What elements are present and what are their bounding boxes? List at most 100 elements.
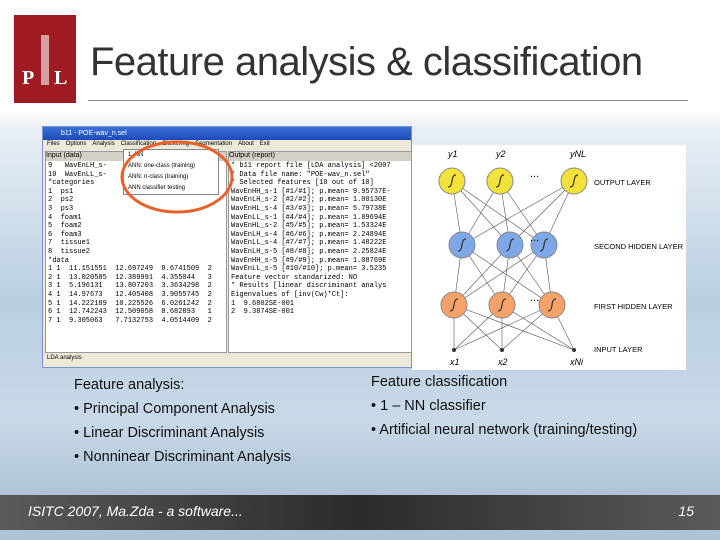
connection: [461, 244, 553, 306]
code-line: 10 WavEnLL_s-: [48, 170, 107, 179]
code-line: WavEnHL_s-4 [#3/#3]; p.mean= 5.79738E: [231, 204, 387, 213]
logo: P L: [14, 15, 76, 103]
code-line: WavEnLH_s-4 [#6/#6]; p.mean= 2.24894E: [231, 230, 387, 239]
ellipsis: ...: [530, 168, 539, 180]
input-label: x1: [449, 357, 460, 367]
code-line: 5 foam2: [48, 222, 82, 231]
layer-label: OUTPUT LAYER: [594, 178, 651, 187]
footer: ISITC 2007, Ma.Zda - a software... 15: [0, 495, 720, 530]
menu-item[interactable]: Files: [47, 141, 60, 147]
code-line: Eigenvalues of [inv(Cw)*Ct]:: [231, 290, 349, 299]
code-line: 7 tissue1: [48, 239, 91, 248]
menu-bar: Files Options Analysis Classification Cluste…: [47, 141, 270, 147]
connection: [453, 304, 553, 351]
neuron-symbol: [447, 174, 457, 188]
dropdown-item[interactable]: ANN classifier testing: [128, 185, 186, 191]
list-item: • Linear Discriminant Analysis: [74, 425, 265, 441]
left-text: Feature analysis: • Principal Component …: [74, 373, 291, 469]
app-window: b11 - POE-wav_n.sel Files Options Analysis…: [42, 126, 412, 368]
code-line: WavEnHH_s-5 [#9/#9]; p.mean= 1.08769E: [231, 256, 387, 265]
output-label: yNL: [569, 149, 586, 159]
logo-lamp: [41, 35, 49, 85]
code-line: * Data file name: "POE-wav_n.sel": [231, 170, 370, 179]
menu-item[interactable]: Classification: [120, 141, 157, 147]
code-line: WavEnLL_s-4 [#7/#7]; p.mean= 1.48222E: [231, 239, 387, 248]
list-item: • Principal Component Analysis: [74, 401, 275, 417]
code-line: 1 9.6802SE-001: [231, 299, 295, 308]
code-line: *categories: [48, 179, 95, 188]
code-line: WavEnLH_s-2 [#2/#2]; p.mean= 1.00130E: [231, 196, 387, 205]
code-line: 2 1 13.020585 12.389991 4.355044 3: [48, 273, 212, 282]
output-label: y1: [447, 149, 458, 159]
layer-label: FIRST HIDDEN LAYER: [594, 302, 673, 311]
code-line: WavEnLL_s-1 [#4/#4]; p.mean= 1.89694E: [231, 213, 387, 222]
output-label: y2: [495, 149, 506, 159]
neuron-symbol: [497, 298, 507, 312]
highlight: [37, 137, 237, 215]
menu-item[interactable]: Options: [65, 141, 87, 147]
output-lines: * b11 report file [LDA analysis] <2007 * …: [231, 162, 391, 317]
footer-text: ISITC 2007, Ma.Zda - a software...: [28, 503, 243, 519]
code-line: WavEnLH_s-5 [#8/#8]; p.mean= 2.25824E: [231, 247, 387, 256]
code-line: 2 9.3874SE-001: [231, 308, 295, 317]
panel-title: Output (report): [229, 152, 411, 161]
neuron-symbol: [539, 238, 549, 252]
network-diagram: y1 y2 yNL x1 x2 xNi......... OUTPUT LAYER SECON…: [412, 145, 686, 370]
code-line: Feature vector standarized: NO: [231, 273, 358, 282]
connection: [453, 244, 545, 306]
right-text: Feature classification • 1 – NN classifi…: [371, 370, 637, 442]
input-node: [572, 348, 576, 352]
connection: [461, 180, 575, 246]
input-label: xNi: [569, 357, 584, 367]
code-line: 4 1 14.97673 12.405408 3.9055745 2: [48, 290, 212, 299]
code-line: *data: [48, 256, 70, 265]
connection: [453, 244, 511, 306]
code-line: 3 ps3: [48, 204, 74, 213]
highlight-ellipse: [120, 140, 234, 214]
code-line: 5 1 14.222189 10.225526 6.0261242 2: [48, 299, 212, 308]
menu-item[interactable]: Analysis: [92, 141, 115, 147]
code-line: 9 WavEnLH_s-: [48, 162, 107, 170]
menu-item[interactable]: Exit: [259, 141, 270, 147]
logo-letter: P: [22, 67, 35, 89]
dropdown-item[interactable]: ANN: one-class (training): [128, 163, 196, 169]
neuron-symbol: [505, 238, 515, 252]
code-line: WavEnHH_s-1 [#1/#1]; p.mean= 9.95737E-: [231, 187, 391, 196]
code-line: 6 foam3: [48, 230, 82, 239]
connection: [453, 304, 575, 351]
code-line: * Results [linear discriminant analys: [231, 282, 387, 291]
slide-title: Feature analysis & classification: [90, 40, 643, 84]
menu-item[interactable]: About: [238, 141, 254, 147]
code-line: 4 foam1: [48, 213, 82, 222]
logo-letter: L: [54, 67, 68, 89]
neuron-symbol: [569, 174, 579, 188]
menu-item[interactable]: Clustering: [162, 141, 190, 147]
title-rule: [88, 100, 688, 101]
connection: [451, 180, 545, 246]
status-bar: LDA analysis: [47, 355, 82, 361]
text-list: • 1 – NN classifier • Artificial neural n…: [371, 394, 637, 442]
output-panel: Output (report) * b11 report file [LDA a…: [228, 151, 412, 353]
dropdown-item[interactable]: ANN: n-class (training): [128, 174, 189, 180]
menu-item[interactable]: Segmentation: [195, 141, 233, 147]
window-title: b11 - POE-wav_n.sel: [43, 127, 411, 140]
code-line: 8 tissue2: [48, 247, 91, 256]
ellipsis: ...: [530, 232, 539, 244]
code-line: WavEnLL_s-5 [#10/#10]; p.mean= 3.5235: [231, 265, 387, 274]
code-line: WavEnHL_s-2 [#5/#5]; p.mean= 1.53324E: [231, 222, 387, 231]
ellipsis: ...: [530, 292, 539, 304]
dropdown: 1_NN ANN: one-class (training) ANN: n-clas…: [123, 149, 219, 195]
connection: [509, 180, 575, 246]
list-item: • 1 – NN classifier: [371, 398, 486, 414]
neuron-symbol: [495, 174, 505, 188]
connection: [501, 304, 575, 351]
input-label: x2: [497, 357, 508, 367]
input-node: [452, 348, 456, 352]
layer-label: SECOND HIDDEN LAYER: [594, 242, 684, 251]
list-item: • Artificial neural network (training/te…: [371, 422, 638, 438]
input-panel: Input (data) 9 WavEnLH_s- 10 WavEnLL_s- *c…: [45, 151, 227, 353]
text-heading: Feature analysis:: [74, 377, 185, 393]
input-lines: 9 WavEnLH_s- 10 WavEnLL_s- *categories 1 ps…: [48, 162, 212, 325]
input-node: [500, 348, 504, 352]
